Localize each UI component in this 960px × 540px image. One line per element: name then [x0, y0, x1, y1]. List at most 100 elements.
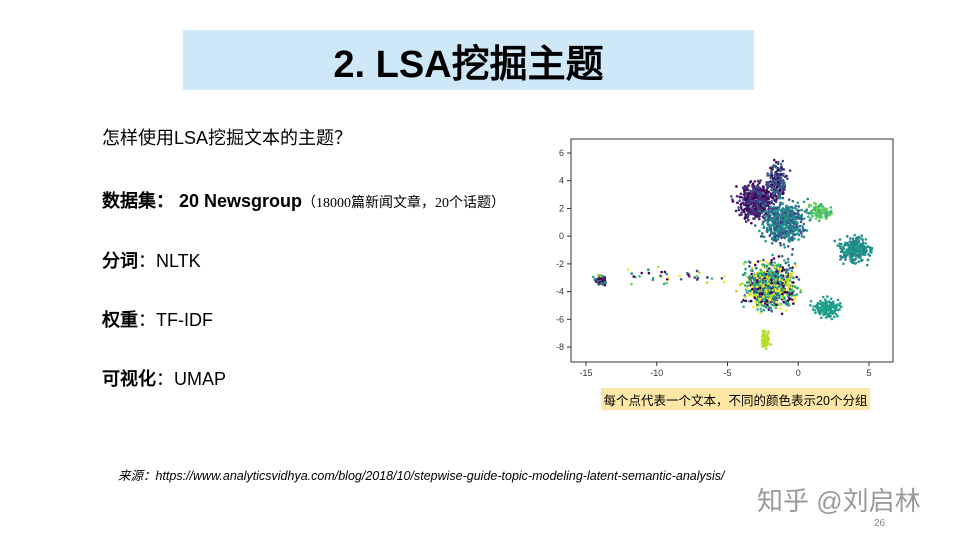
scatter-point [777, 267, 780, 271]
scatter-point [767, 214, 771, 218]
scatter-point [660, 275, 663, 279]
scatter-point [785, 290, 789, 294]
scatter-point [762, 225, 766, 228]
scatter-point [762, 337, 766, 341]
scatter-point [777, 168, 780, 172]
scatter-point [770, 223, 774, 226]
scatter-point [832, 311, 836, 314]
dataset-line: 数据集： 20 Newsgroup（18000篇新闻文章，20个话题） [102, 190, 505, 215]
scatter-point [751, 207, 754, 210]
scatter-point [720, 277, 724, 280]
scatter-point [851, 240, 855, 243]
scatter-point [857, 260, 860, 263]
scatter-point [754, 300, 758, 304]
scatter-point [845, 243, 849, 246]
scatter-point [824, 316, 828, 319]
scatter-point [778, 196, 782, 200]
scatter-point [849, 257, 852, 261]
watermark: 知乎 @刘启林 [757, 486, 921, 516]
figure-caption: 每个点代表一个文本，不同的颜色表示20个分组 [601, 388, 870, 410]
scatter-point [761, 222, 764, 226]
scatter-point [802, 200, 806, 204]
scatter-point [598, 281, 601, 284]
scatter-point [816, 308, 820, 312]
scatter-point [800, 234, 804, 238]
scatter-point [791, 247, 795, 251]
scatter-point [749, 299, 753, 303]
scatter-point [753, 287, 757, 290]
y-axis-ticks: 6 4 2 0 -2 -4 -6 -8 [556, 148, 571, 352]
scatter-point [747, 211, 751, 214]
page-number: 26 [874, 518, 886, 529]
scatter-point [771, 236, 774, 240]
scatter-point [651, 276, 655, 280]
scatter-point [845, 248, 849, 252]
scatter-point [737, 206, 740, 209]
scatter-point [869, 248, 872, 251]
scatter-point [783, 246, 787, 249]
source-link[interactable]: 来源：https://www.analyticsvidhya.com/blog/… [118, 469, 725, 483]
scatter-point [749, 199, 753, 203]
scatter-point [811, 211, 814, 215]
scatter-point [781, 232, 785, 235]
scatter-point [780, 312, 784, 316]
scatter-point [783, 221, 787, 225]
scatter-point [781, 281, 784, 285]
scatter-point [746, 203, 750, 207]
scatter-point [742, 208, 746, 212]
scatter-point [824, 308, 827, 312]
scatter-point [758, 280, 762, 284]
scatter-point [781, 216, 785, 220]
scatter-point [839, 254, 842, 258]
scatter-point [829, 206, 833, 209]
scatter-point [851, 261, 855, 265]
scatter-point [771, 253, 774, 257]
scatter-point [766, 300, 769, 303]
scatter-point [738, 195, 742, 199]
scatter-point [769, 289, 772, 292]
scatter-point [766, 332, 770, 336]
scatter-point [767, 305, 770, 308]
scatter-point [838, 304, 841, 308]
scatter-point [815, 209, 819, 213]
scatter-point [760, 304, 764, 307]
scatter-point [752, 217, 756, 220]
scatter-point [829, 209, 833, 213]
scatter-point [766, 272, 770, 276]
scatter-point [798, 224, 802, 228]
scatter-point [748, 289, 751, 293]
scatter-point [744, 260, 747, 264]
x-axis-ticks: -15 -10 -5 0 5 [579, 362, 872, 378]
scatter-point [794, 204, 798, 208]
scatter-point [723, 275, 726, 278]
scatter-point [792, 299, 795, 303]
scatter-point [814, 202, 817, 206]
scatter-point [774, 171, 777, 174]
scatter-point [861, 258, 864, 262]
scatter-point [783, 211, 787, 215]
scatter-point [793, 206, 797, 210]
scatter-point [779, 169, 782, 173]
scatter-point [864, 242, 868, 245]
scatter-point [762, 201, 766, 205]
scatter-point [862, 252, 865, 255]
scatter-point [784, 302, 787, 305]
scatter-point [722, 280, 726, 284]
scatter-point [693, 276, 697, 279]
scatter-point [859, 245, 862, 248]
scatter-point [766, 342, 770, 345]
scatter-point [782, 168, 786, 171]
scatter-point [780, 210, 783, 214]
scatter-point [754, 207, 757, 211]
scatter-point [757, 214, 761, 217]
scatter-point [799, 220, 803, 224]
scatter-point [759, 197, 763, 201]
scatter-point [764, 279, 767, 283]
scatter-point [761, 278, 765, 281]
scatter-point [776, 291, 780, 295]
scatter-point [746, 216, 749, 220]
scatter-point [809, 204, 813, 207]
scatter-point [791, 225, 795, 228]
scatter-point [695, 269, 699, 273]
scatter-point [769, 232, 773, 235]
